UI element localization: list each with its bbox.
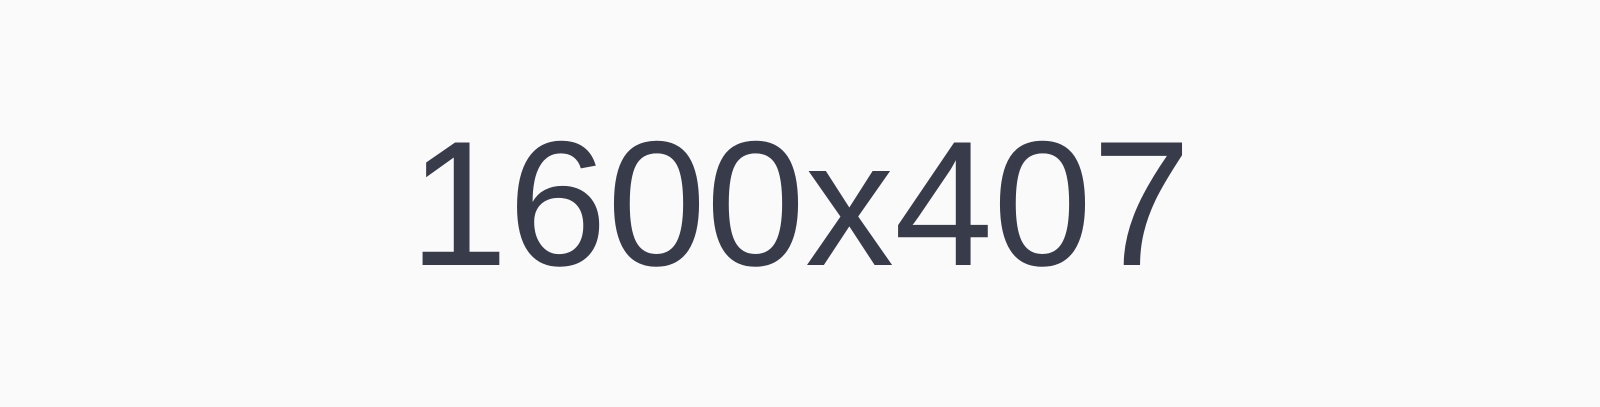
placeholder-image: 1600x407 [409,103,1191,303]
dimension-label: 1600x407 [409,103,1191,303]
